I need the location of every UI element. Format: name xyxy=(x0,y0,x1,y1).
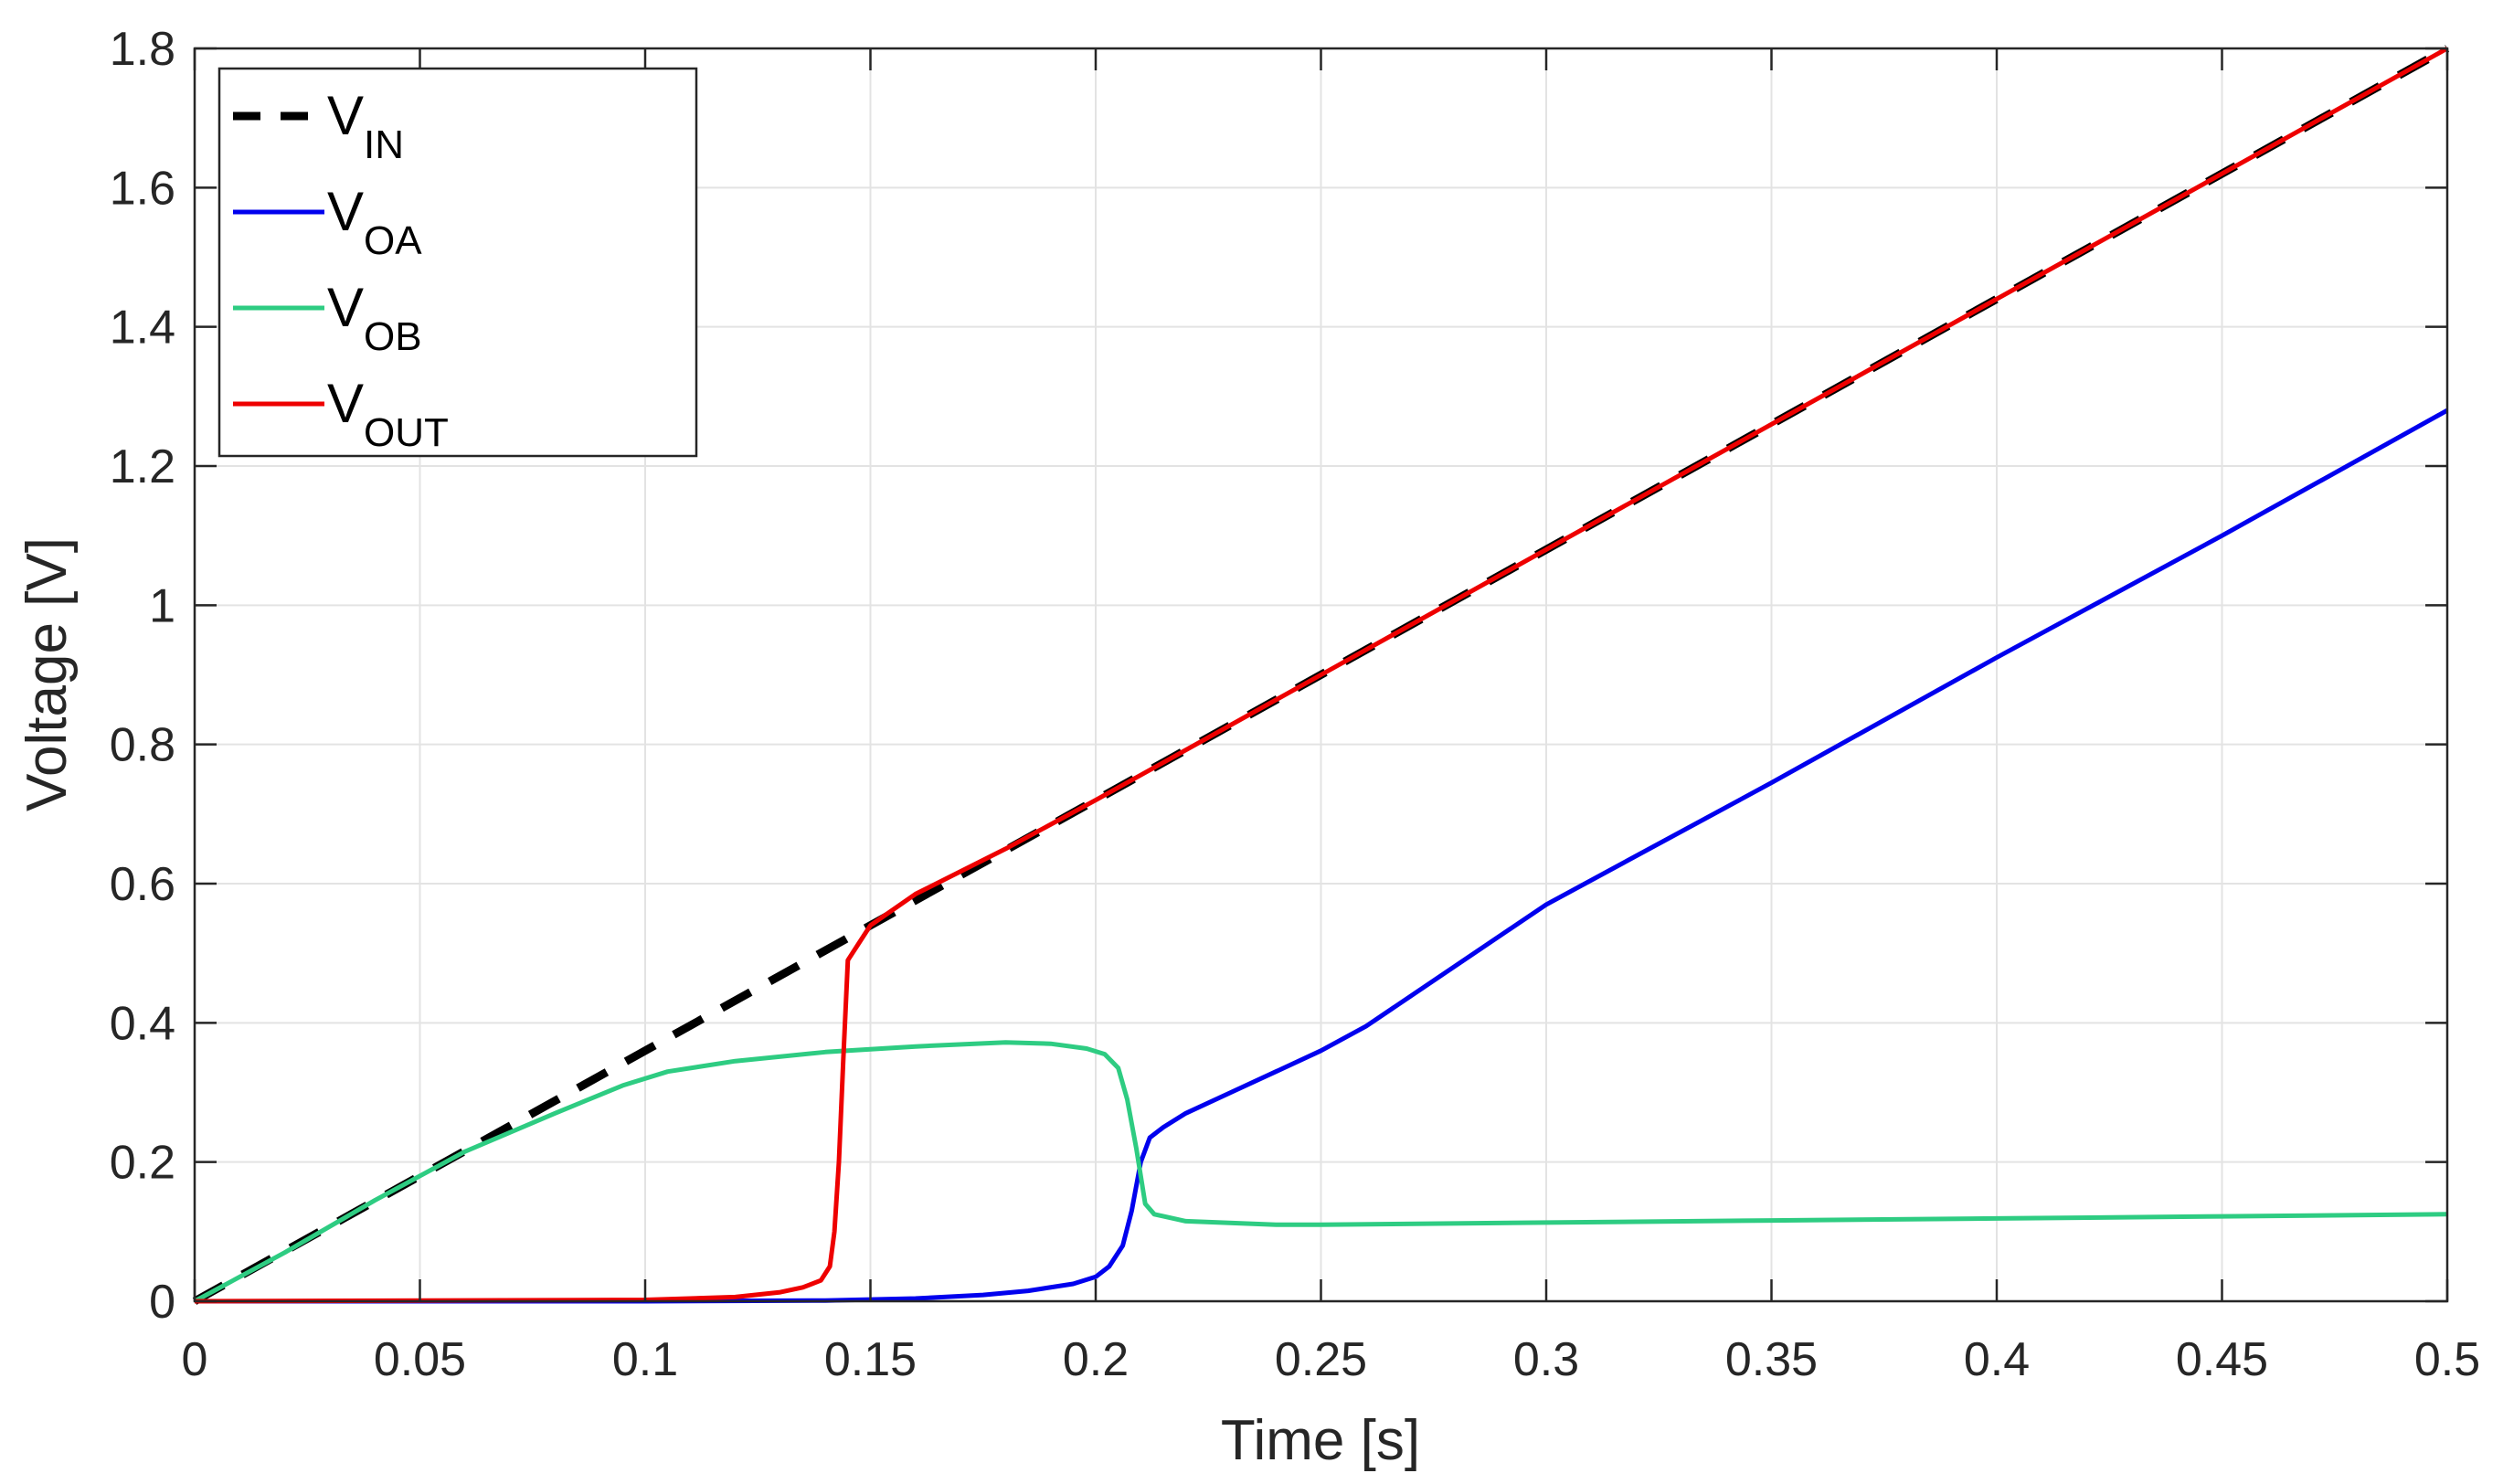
legend-label-base: V xyxy=(327,85,364,146)
x-tick-label: 0.4 xyxy=(1964,1333,2030,1386)
legend-label: VOB xyxy=(327,277,422,359)
series-line-vob xyxy=(193,1040,2448,1304)
x-tick-label: 0.2 xyxy=(1063,1333,1129,1386)
y-tick-label: 0 xyxy=(149,1276,175,1329)
legend-label-subscript: OUT xyxy=(364,410,449,455)
y-tick-label: 1.2 xyxy=(110,440,175,493)
x-tick-label: 0.45 xyxy=(2176,1333,2268,1386)
series-line-vout xyxy=(194,46,2449,1304)
x-tick-label: 0.35 xyxy=(1725,1333,1818,1386)
legend-label-subscript: OB xyxy=(364,314,422,359)
axis-ticks xyxy=(193,47,2449,1303)
series-line-voa xyxy=(195,408,2449,1304)
x-tick-labels: 0 0.05 0.1 0.15 0.2 0.25 0.3 0.35 0.4 0.45 0.5 xyxy=(182,1333,2481,1386)
y-tick-label: 1.8 xyxy=(110,23,175,76)
y-tick-label: 1.6 xyxy=(110,162,175,215)
y-tick-label: 0.4 xyxy=(110,997,175,1050)
x-tick-label: 0.05 xyxy=(374,1333,466,1386)
x-tick-label: 0.15 xyxy=(824,1333,917,1386)
y-axis-title: Voltage [V] xyxy=(16,537,79,811)
y-tick-label: 0.2 xyxy=(110,1137,175,1190)
x-tick-label: 0 xyxy=(182,1333,208,1386)
x-tick-label: 0.25 xyxy=(1275,1333,1367,1386)
legend-box xyxy=(217,67,698,458)
x-tick-label: 0.3 xyxy=(1513,1333,1579,1386)
y-tick-label: 0.8 xyxy=(110,719,175,772)
y-tick-labels: 0 0.2 0.4 0.6 0.8 1 1.2 1.4 1.6 1.8 xyxy=(110,23,175,1329)
y-tick-label: 0.6 xyxy=(110,858,175,911)
legend-label: VIN xyxy=(327,85,404,167)
legend-label-base: V xyxy=(327,277,364,338)
x-axis-title: Time [s] xyxy=(1221,1409,1420,1472)
legend-label: VOA xyxy=(327,181,422,263)
legend-label: VOUT xyxy=(327,373,449,455)
y-tick-label: 1.4 xyxy=(110,302,175,355)
legend-label-base: V xyxy=(327,181,364,242)
series-lines xyxy=(192,45,2450,1305)
legend-label-subscript: OA xyxy=(364,218,422,263)
legend-label-subscript: IN xyxy=(364,122,404,167)
x-tick-label: 0.5 xyxy=(2414,1333,2480,1386)
y-tick-label: 1 xyxy=(149,579,175,632)
legend-label-base: V xyxy=(327,373,364,434)
x-tick-label: 0.1 xyxy=(612,1333,678,1386)
